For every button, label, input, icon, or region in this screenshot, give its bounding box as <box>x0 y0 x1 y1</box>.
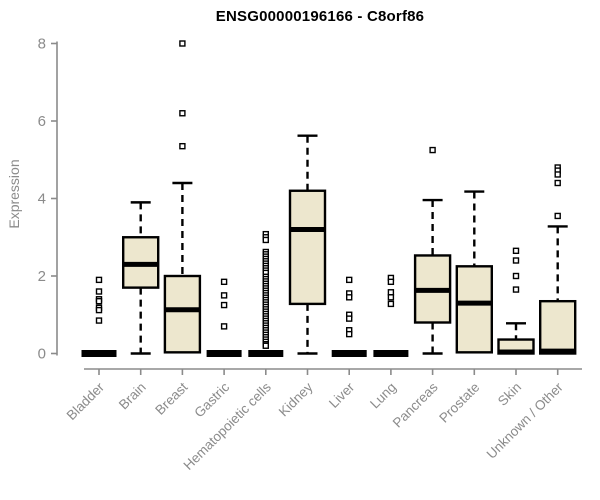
box-Prostate <box>455 265 493 354</box>
outlier-point <box>387 289 395 296</box>
outlier-point <box>220 278 228 286</box>
y-tick-label: 4 <box>38 191 46 208</box>
outlier-point <box>220 323 228 330</box>
outlier-point <box>262 236 269 244</box>
outlier-point <box>179 142 186 150</box>
box-Unknown / Other <box>539 299 577 355</box>
outlier-point <box>220 292 228 299</box>
y-tick-label: 2 <box>38 268 46 285</box>
outlier-point <box>346 330 353 338</box>
flat-box-Lung <box>373 350 409 357</box>
outlier-point <box>387 278 395 286</box>
outlier-point <box>512 257 520 264</box>
flat-box-Gastric <box>206 350 242 357</box>
outlier-point <box>95 276 103 284</box>
x-tick-label: Pancreas <box>390 379 441 430</box>
y-tick-label: 0 <box>38 346 46 363</box>
outlier-point <box>179 110 186 117</box>
outlier-point <box>346 294 353 301</box>
outlier-point <box>95 306 103 314</box>
outlier-point <box>554 171 561 178</box>
x-tick-label: Skin <box>495 380 524 409</box>
x-tick-label: Liver <box>326 379 358 411</box>
y-tick-label: 8 <box>38 36 46 53</box>
outlier-point <box>346 315 353 322</box>
outlier-point <box>220 301 228 309</box>
outlier-point <box>512 247 520 255</box>
outlier-point <box>512 272 520 280</box>
outlier-point <box>387 294 395 301</box>
outlier-point <box>554 179 561 187</box>
flat-box-Liver <box>331 350 367 357</box>
outlier-point <box>95 317 103 324</box>
outlier-point <box>429 146 436 154</box>
y-tick-label: 6 <box>38 113 46 130</box>
x-tick-label: Prostate <box>436 380 482 426</box>
outlier-point <box>95 288 103 295</box>
x-tick-label: Bladder <box>64 379 108 423</box>
box-Kidney <box>288 189 327 306</box>
outlier-point <box>512 286 520 293</box>
outlier-point <box>262 342 269 349</box>
flat-box-Bladder <box>81 350 117 357</box>
outlier-point <box>95 297 103 305</box>
chart-title: ENSG00000196166 - C8orf86 <box>215 8 425 25</box>
box-Breast <box>163 274 202 354</box>
x-tick-label: Gastric <box>191 379 232 420</box>
x-tick-label: Brain <box>116 380 149 413</box>
x-tick-label: Breast <box>152 379 190 417</box>
x-tick-label: Unknown / Other <box>484 379 567 462</box>
outlier-point <box>346 276 353 284</box>
flat-box-Hematopoietic cells <box>248 350 284 357</box>
outlier-point <box>387 300 395 308</box>
outlier-point <box>554 212 561 220</box>
outlier-point <box>179 40 186 47</box>
x-tick-label: Lung <box>367 380 399 412</box>
x-tick-label: Kidney <box>276 379 316 419</box>
